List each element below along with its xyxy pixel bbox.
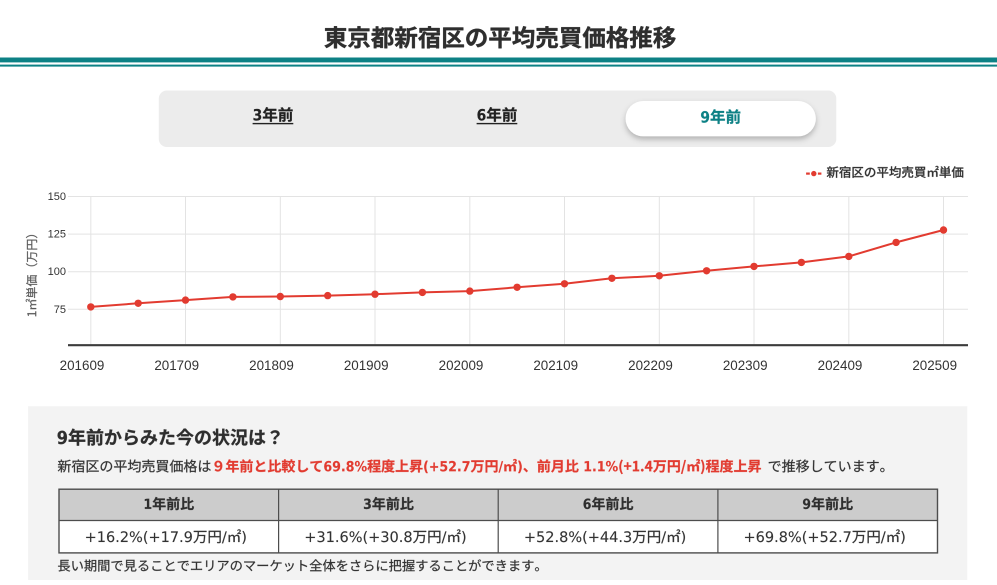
svg-text:125: 125 [48, 229, 66, 241]
svg-text:202209: 202209 [628, 358, 673, 373]
svg-text:201809: 201809 [249, 358, 294, 373]
svg-text:75: 75 [54, 304, 66, 316]
svg-text:201709: 201709 [154, 358, 199, 373]
svg-text:201909: 201909 [344, 358, 389, 373]
svg-text:202009: 202009 [439, 358, 484, 373]
svg-text:202409: 202409 [818, 358, 863, 373]
svg-text:202309: 202309 [723, 358, 768, 373]
svg-text:201609: 201609 [60, 358, 105, 373]
svg-text:100: 100 [48, 266, 66, 278]
svg-text:150: 150 [48, 191, 66, 203]
svg-text:202109: 202109 [533, 358, 578, 373]
svg-text:202509: 202509 [912, 358, 957, 373]
